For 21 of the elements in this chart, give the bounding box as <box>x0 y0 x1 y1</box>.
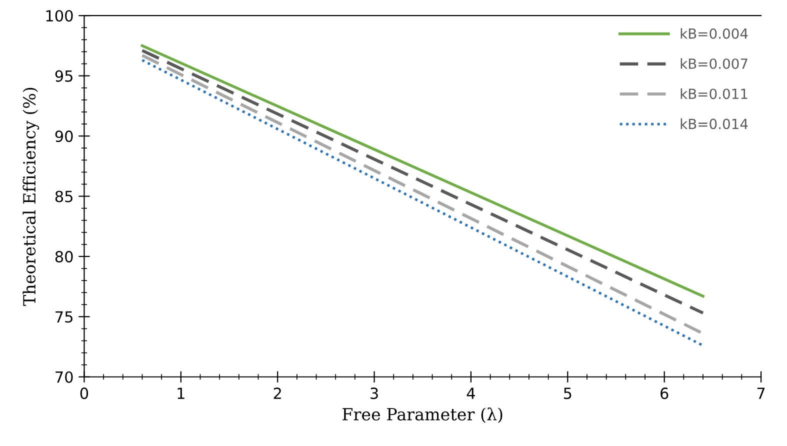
x-axis-title: Free Parameter (λ) <box>342 408 502 423</box>
x-tick-label: 2 <box>274 388 281 399</box>
x-tick-label: 5 <box>564 388 572 400</box>
legend-label: kB=0.007 <box>680 58 748 69</box>
x-tick-label: 6 <box>660 388 668 400</box>
y-tick-label: 75 <box>56 311 72 323</box>
x-tick-label: 1 <box>178 388 184 399</box>
x-tick-label: 3 <box>370 388 378 400</box>
y-axis-title: Theoretical Efficiency (%) <box>22 88 40 306</box>
x-tick-label: 4 <box>466 388 475 399</box>
x-tick-label: 7 <box>757 388 765 399</box>
y-tick-label: 70 <box>56 371 73 383</box>
y-tick-label: 85 <box>55 190 72 202</box>
legend-label: kB=0.011 <box>680 88 748 100</box>
y-tick-label: 90 <box>55 130 73 142</box>
legend-label: kB=0.014 <box>680 118 748 130</box>
y-tick-label: 100 <box>46 10 73 22</box>
legend-label: kB=0.004 <box>680 28 748 39</box>
x-tick-label: 0 <box>80 388 88 400</box>
y-tick-label: 95 <box>55 70 72 82</box>
y-tick-label: 80 <box>55 250 73 262</box>
